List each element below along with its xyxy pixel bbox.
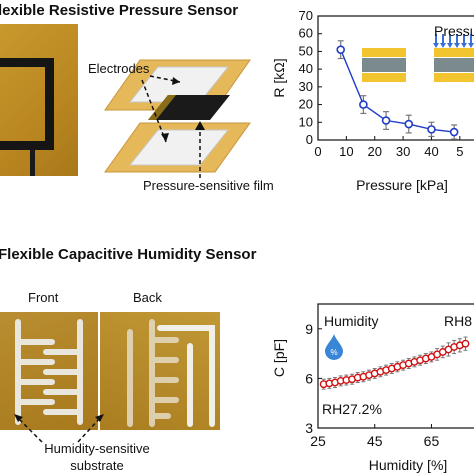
- electrodes-label: Electrodes: [88, 61, 150, 76]
- back-electrode-pattern: [127, 319, 215, 427]
- data-point: [404, 119, 414, 129]
- back-photo: [100, 312, 220, 430]
- substrate-arrowhead-left: [14, 414, 23, 422]
- pressure-sensor-title: lexible Resistive Pressure Sensor: [0, 2, 239, 19]
- x-tick-label: 0: [314, 144, 321, 159]
- front-label: Front: [28, 290, 59, 305]
- pressure-arrowhead: [468, 43, 474, 48]
- data-point: [336, 45, 345, 54]
- y-axis-label: R [kΩ]: [271, 58, 287, 97]
- drop-percent-symbol: %: [330, 348, 337, 357]
- x-tick-label: 30: [396, 144, 410, 159]
- substrate-label-line2: substrate: [70, 458, 124, 473]
- substrate-arrowhead-right: [95, 414, 104, 422]
- humidity-sensor-title: Flexible Capacitive Humidity Sensor: [0, 246, 257, 263]
- inset-bottom-layer: [434, 73, 474, 82]
- pressure-arrowhead: [454, 43, 460, 48]
- substrate-arrow-right: [77, 417, 101, 443]
- x-axis-label: Pressure [kPa]: [356, 177, 448, 193]
- y-tick-label: 50: [299, 43, 313, 58]
- electrode-lead: [30, 150, 35, 176]
- y-tick-label: 30: [299, 79, 313, 94]
- back-label: Back: [133, 290, 162, 305]
- pressure-annotation: Pressu: [434, 23, 474, 39]
- y-tick-label: 6: [305, 370, 313, 386]
- pressure-arrowhead: [440, 43, 446, 48]
- y-tick-label: 3: [305, 420, 313, 436]
- electrodes-arrowhead-top: [172, 77, 180, 85]
- electrodes-arrow-top: [149, 75, 181, 83]
- pressure-arrowhead: [433, 43, 439, 48]
- y-tick-label: 20: [299, 97, 313, 112]
- film-label: Pressure-sensitive film: [143, 178, 274, 193]
- substrate-label: Humidity-sensitive substrate: [32, 440, 162, 474]
- capacitance-chart: 3 6 9 25 45 65 Humidity [%] C [pF] Humidity RH8 RH…: [271, 303, 474, 473]
- inset-bottom-layer: [362, 73, 406, 82]
- x-tick-label: 5: [456, 144, 463, 159]
- front-photo: [0, 312, 98, 430]
- x-tick-label: 40: [424, 144, 438, 159]
- data-point: [461, 339, 470, 348]
- y-tick-label: 60: [299, 26, 313, 41]
- substrate-arrow-left: [17, 417, 43, 443]
- rh-low-annotation: RH27.2%: [322, 401, 382, 417]
- pressure-arrowhead: [461, 43, 467, 48]
- data-point: [427, 125, 436, 134]
- humidity-annotation: Humidity: [324, 313, 378, 329]
- y-axis-label: C [pF]: [271, 339, 287, 377]
- x-axis-label: Humidity [%]: [369, 457, 448, 473]
- y-tick-label: 40: [299, 61, 313, 76]
- layer-diagram: [104, 59, 251, 178]
- inset-top-layer: [362, 48, 406, 57]
- electrode-frame: [0, 58, 54, 150]
- data-point: [381, 116, 391, 125]
- data-point: [359, 100, 368, 109]
- electrodes-arrowhead-bottom: [161, 133, 169, 142]
- y-tick-label: 0: [306, 132, 313, 147]
- film-arrowhead: [195, 121, 205, 130]
- inset-pressed-sensor: [434, 48, 474, 82]
- inset-film-layer: [434, 58, 474, 72]
- data-point: [449, 127, 459, 137]
- rh-high-annotation: RH8: [444, 313, 472, 329]
- x-tick-label: 25: [310, 433, 326, 449]
- x-tick-label: 20: [367, 144, 381, 159]
- inset-relaxed-sensor: [362, 48, 406, 82]
- pressure-sensor-photo: [0, 24, 78, 176]
- inset-film-layer: [362, 58, 406, 72]
- inset-top-layer: [434, 48, 474, 57]
- y-tick-label: 9: [305, 321, 313, 337]
- x-tick-label: 10: [339, 144, 353, 159]
- x-tick-label: 65: [424, 433, 440, 449]
- water-drop-icon: [325, 334, 343, 360]
- y-tick-label: 70: [299, 8, 313, 23]
- y-tick-label: 10: [299, 114, 313, 129]
- front-electrode-pattern: [15, 319, 83, 425]
- plot-frame: [317, 15, 474, 141]
- pressure-arrowhead: [447, 43, 453, 48]
- x-tick-label: 45: [367, 433, 383, 449]
- substrate-arrows: [14, 414, 104, 443]
- substrate-label-line1: Humidity-sensitive: [44, 441, 150, 456]
- plot-frame: [317, 303, 474, 429]
